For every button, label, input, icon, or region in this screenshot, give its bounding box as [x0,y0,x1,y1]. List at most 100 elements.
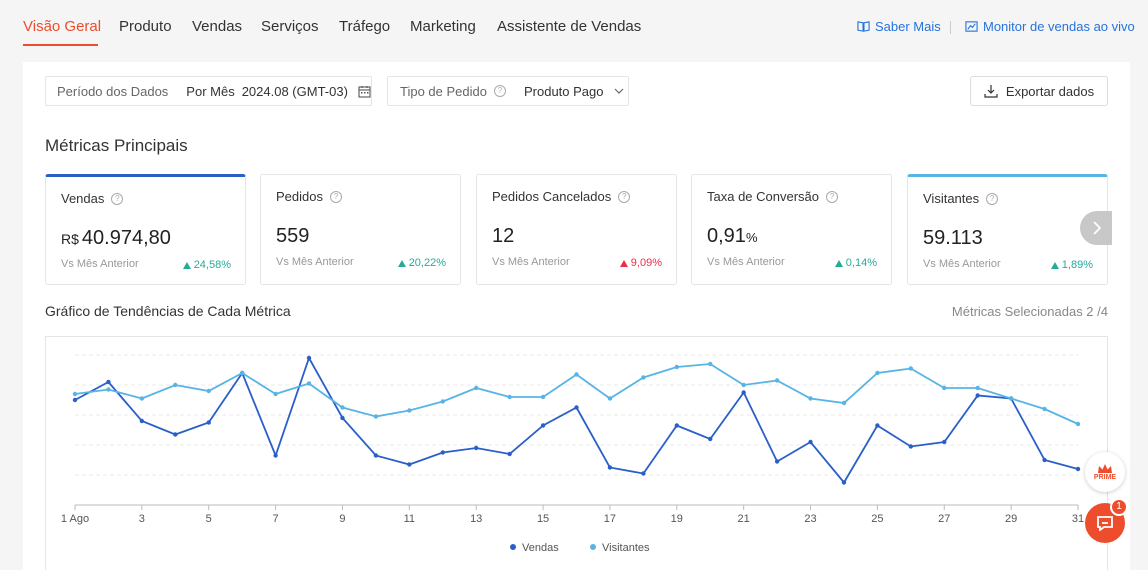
tab-marketing[interactable]: Marketing [410,18,476,35]
data-point [674,423,679,428]
metric-number: 40.974,80 [81,227,171,249]
metric-compare: Vs Mês Anterior [492,256,570,268]
triangle-up-icon [834,259,843,267]
data-point [708,361,713,367]
delta-value: 0,14% [845,257,877,269]
x-tick-label: 25 [871,513,883,525]
book-icon [857,21,870,32]
x-tick-label: 13 [470,513,482,525]
prime-button[interactable]: PRIME [1085,452,1125,492]
metric-card-pedidos[interactable]: Pedidos? 559 Vs Mês Anterior 20,22% [260,174,461,285]
x-tick-label: 7 [273,513,279,525]
x-tick-label: 23 [804,513,816,525]
period-label: Período dos Dados [57,83,169,99]
metric-name: Taxa de Conversão? [707,189,839,204]
export-data-button[interactable]: Exportar dados [970,76,1108,106]
metric-name: Pedidos? [276,189,342,204]
metric-label: Taxa de Conversão [707,189,820,204]
chevron-right-icon [1092,221,1101,235]
period-mode: Por Mês [186,83,235,99]
saber-mais-link[interactable]: Saber Mais [857,19,941,34]
data-point [306,381,312,386]
data-point [139,418,145,424]
metric-label: Pedidos Cancelados [492,189,612,204]
x-tick-label: 17 [604,513,616,525]
data-point [741,390,746,395]
chat-notification-badge: 1 [1110,498,1128,516]
delta-value: 1,89% [1061,259,1093,271]
data-point [607,396,613,401]
data-point [72,397,78,403]
data-point [808,396,813,401]
tab-produto[interactable]: Produto [119,18,172,35]
monitor-de-vendas-link[interactable]: Monitor de vendas ao vivo [965,19,1135,34]
x-tick-label: 27 [938,513,950,525]
data-point [474,445,479,451]
metric-compare: Vs Mês Anterior [923,258,1001,270]
data-point [239,370,245,376]
monitor-label: Monitor de vendas ao vivo [983,19,1135,34]
order-type-filter[interactable]: Tipo de Pedido ? Produto Pago [387,76,629,106]
metric-label: Vendas [61,191,105,206]
top-navigation: Visão Geral Produto Vendas Serviços Tráf… [0,0,1148,56]
data-point [942,439,947,445]
legend-marker [510,544,516,550]
data-point [507,394,512,400]
help-icon: ? [329,190,342,203]
data-point [106,387,111,392]
period-filter[interactable]: Período dos Dados Por Mês 2024.08 (GMT-0… [45,76,372,106]
download-icon [984,85,998,98]
tab-trafego[interactable]: Tráfego [339,18,391,35]
delta-value: 20,22% [408,257,446,269]
metric-card-vendas[interactable]: Vendas? R$ 40.974,80 Vs Mês Anterior 24,5… [45,174,246,285]
tab-servicos[interactable]: Serviços [261,18,319,35]
x-tick-label: 9 [339,513,345,525]
data-point [1008,396,1014,401]
active-tab-indicator [23,44,98,46]
metric-delta: 0,14% [834,257,877,269]
triangle-up-icon [1050,261,1059,269]
data-point [206,420,211,425]
metric-card-taxa-de-conversao[interactable]: Taxa de Conversão? 0,91% Vs Mês Anterior… [691,174,892,285]
live-chart-icon [965,21,978,32]
metric-label: Visitantes [923,191,980,206]
metric-card-visitantes[interactable]: Visitantes? 59.113 Vs Mês Anterior 1,89% [907,174,1108,285]
data-point [373,414,379,419]
tab-visao-geral[interactable]: Visão Geral [23,18,102,35]
metric-value: R$ 40.974,80 [61,227,171,250]
delta-value: 9,09% [630,257,662,269]
legend-marker [590,544,596,550]
x-tick-label: 3 [139,513,145,525]
section-title: Métricas Principais [45,136,188,155]
next-metrics-button[interactable] [1080,211,1112,245]
data-point [373,453,379,458]
data-point [507,451,512,457]
tab-assistente-de-vendas[interactable]: Assistente de Vendas [497,18,642,35]
metric-number: 0,91 [707,225,746,247]
x-tick-label: 15 [537,513,549,525]
metric-value: 12 [492,225,515,247]
data-point [340,415,345,421]
x-tick-label: 21 [738,513,750,525]
x-tick-label: 11 [404,513,415,525]
tab-vendas[interactable]: Vendas [192,18,243,35]
metric-delta: 9,09% [619,257,662,269]
data-point [574,405,579,410]
data-point [474,385,479,391]
metric-name: Visitantes? [923,191,999,206]
data-point [440,399,445,404]
metric-value: 59.113 [923,227,983,249]
data-point [942,385,947,391]
metric-delta: 1,89% [1050,259,1093,271]
data-point [975,393,980,398]
data-point [306,355,312,361]
legend-label: Vendas [522,542,559,554]
data-point [106,379,111,385]
data-point [875,423,880,428]
metric-card-pedidos-cancelados[interactable]: Pedidos Cancelados? 12 Vs Mês Anterior 9… [476,174,677,285]
order-type-value: Produto Pago [523,83,604,99]
currency-label: R$ [61,231,79,247]
metric-compare: Vs Mês Anterior [276,256,354,268]
data-point [975,385,980,391]
data-point [540,394,546,400]
